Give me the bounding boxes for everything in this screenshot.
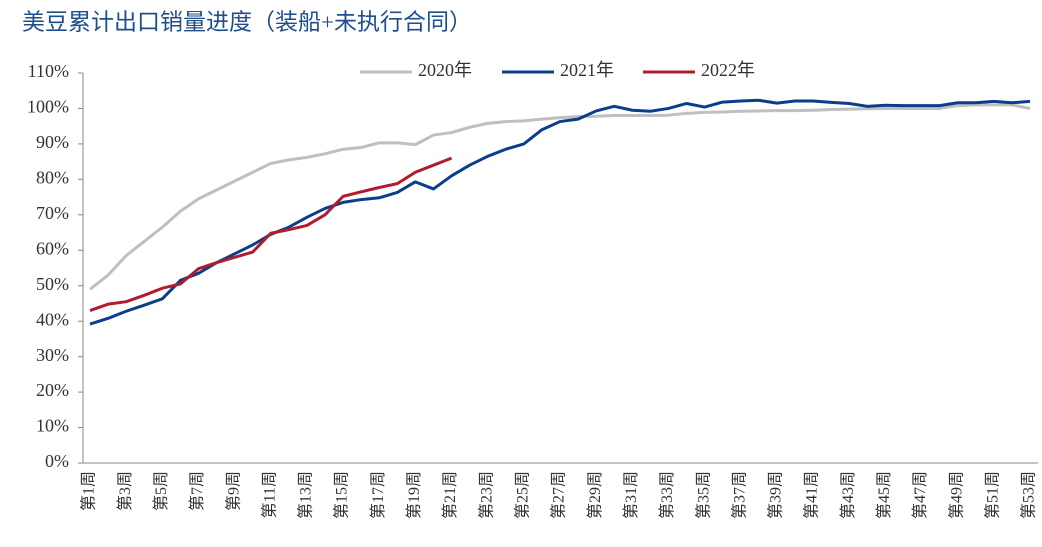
x-tick-label: 第3周 <box>116 471 134 511</box>
x-tick-label: 第9周 <box>224 471 242 511</box>
y-tick-label: 80% <box>36 167 69 187</box>
x-tick-label: 第37周 <box>730 471 748 519</box>
y-tick-label: 70% <box>36 203 69 223</box>
y-tick-label: 50% <box>36 274 69 294</box>
legend-label: 2020年 <box>418 60 472 80</box>
legend-item: 2020年 <box>360 60 472 80</box>
x-tick-label: 第25周 <box>514 471 532 519</box>
x-tick-label: 第17周 <box>369 471 387 519</box>
y-tick-label: 100% <box>27 97 69 117</box>
x-tick-label: 第23周 <box>477 471 495 519</box>
x-tick-label: 第15周 <box>333 471 351 519</box>
x-tick-label: 第19周 <box>405 471 423 519</box>
chart-title: 美豆累计出口销量进度（装船+未执行合同） <box>22 9 472 34</box>
x-tick-label: 第31周 <box>622 471 640 519</box>
x-tick-label: 第35周 <box>694 471 712 519</box>
y-tick-label: 30% <box>36 345 69 365</box>
x-tick-label: 第29周 <box>586 471 604 519</box>
x-tick-label: 第41周 <box>803 471 821 519</box>
legend-item: 2021年 <box>502 60 614 80</box>
x-tick-label: 第5周 <box>152 471 170 511</box>
x-tick-label: 第45周 <box>875 471 893 519</box>
x-tick-label: 第51周 <box>984 471 1002 519</box>
x-tick-label: 第47周 <box>911 471 929 519</box>
series-line <box>89 156 453 312</box>
y-tick-label: 110% <box>28 61 69 81</box>
y-tick-label: 20% <box>36 380 69 400</box>
legend-item: 2022年 <box>643 60 755 80</box>
legend-label: 2021年 <box>560 60 614 80</box>
x-tick-label: 第27周 <box>550 471 568 519</box>
x-tick-label: 第39周 <box>767 471 785 519</box>
y-tick-label: 90% <box>36 132 69 152</box>
y-tick-label: 10% <box>36 416 69 436</box>
series-line <box>89 98 1031 326</box>
x-tick-label: 第13周 <box>297 471 315 519</box>
y-tick-label: 60% <box>36 238 69 258</box>
y-tick-label: 40% <box>36 309 69 329</box>
x-tick-label: 第43周 <box>839 471 857 519</box>
y-tick-label: 0% <box>45 451 69 471</box>
x-tick-label: 第49周 <box>947 471 965 519</box>
x-tick-label: 第33周 <box>658 471 676 519</box>
x-tick-label: 第53周 <box>1020 471 1038 519</box>
series-line <box>89 103 1031 291</box>
x-tick-label: 第21周 <box>441 471 459 519</box>
legend-label: 2022年 <box>701 60 755 80</box>
x-tick-label: 第11周 <box>260 471 278 518</box>
x-tick-label: 第1周 <box>80 471 98 511</box>
x-tick-label: 第7周 <box>188 471 206 511</box>
